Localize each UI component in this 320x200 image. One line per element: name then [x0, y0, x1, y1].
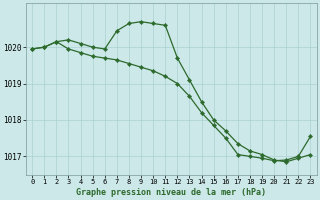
X-axis label: Graphe pression niveau de la mer (hPa): Graphe pression niveau de la mer (hPa) — [76, 188, 266, 197]
